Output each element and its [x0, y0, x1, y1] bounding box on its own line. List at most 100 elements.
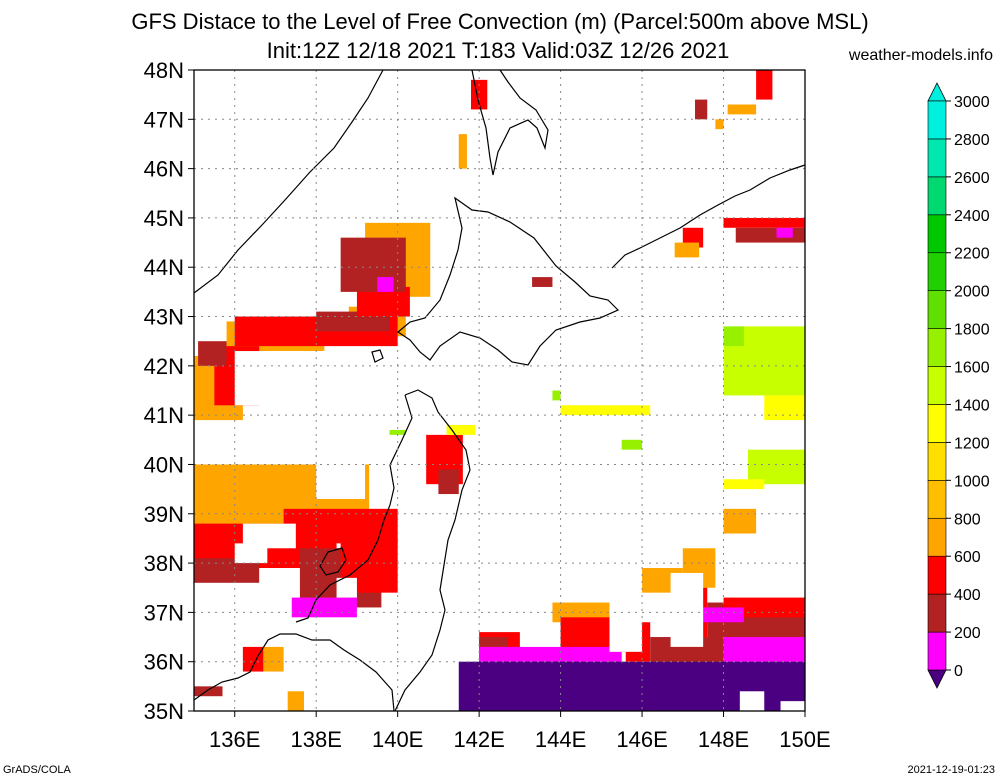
field-patch-orange	[674, 242, 700, 258]
colorbar-label: 2800	[954, 132, 990, 149]
map-frame	[193, 69, 806, 712]
colorbar-label: 1800	[954, 322, 990, 339]
field-patch-magenta	[377, 277, 394, 292]
coast-sakhalin	[471, 69, 549, 176]
field-patch-brown	[198, 341, 227, 366]
colorbar-label: 400	[954, 587, 981, 604]
field-gap	[670, 572, 704, 647]
colorbar-label: 1400	[954, 397, 990, 414]
field-patch-red	[242, 646, 264, 672]
field-patch-yellow	[446, 425, 476, 435]
field-gap	[336, 577, 357, 598]
lat-tick-label: 43N	[144, 305, 184, 330]
lon-tick-label: 136E	[209, 727, 260, 752]
colorbar-swatch	[927, 328, 947, 367]
lon-tick-label: 146E	[616, 727, 667, 752]
field-patch-magenta	[291, 597, 357, 618]
coast-honshu	[193, 389, 471, 712]
field-patch-orange	[723, 508, 757, 534]
field-patch-brown	[438, 469, 459, 495]
lat-tick-label: 45N	[144, 206, 184, 231]
colorbar-label: 2200	[954, 246, 990, 263]
coast-small-island	[371, 349, 384, 363]
field-patch-green	[723, 326, 744, 347]
colorbar-swatch	[927, 366, 947, 405]
coast-kurils	[611, 164, 806, 269]
lat-tick-label: 37N	[144, 600, 184, 625]
colorbar-label: 1200	[954, 435, 990, 452]
site-label: weather-models.info	[848, 47, 993, 64]
colorbar-swatch	[927, 517, 947, 557]
field-patch-green	[621, 439, 643, 450]
lat-tick-label: 46N	[144, 157, 184, 182]
lat-tick-label: 42N	[144, 354, 184, 379]
colorbar-swatch	[927, 214, 947, 254]
lon-tick-label: 138E	[291, 727, 342, 752]
latitude-axis: 35N 36N 37N 38N 39N 40N 41N 42N 43N 44N 45N 46N 47N 4…	[144, 58, 194, 724]
graticule	[194, 70, 805, 711]
field-patch-orange	[458, 134, 467, 169]
lfc-field-layer	[194, 70, 805, 711]
field-gap	[234, 543, 268, 564]
coast-sado	[319, 547, 347, 576]
coastlines	[193, 69, 806, 712]
colorbar-label: 0	[954, 663, 963, 680]
field-gap	[739, 691, 765, 711]
footer-right: 2021-12-19-01:23	[908, 764, 995, 776]
field-patch-orange	[287, 691, 304, 711]
lat-tick-label: 36N	[144, 650, 184, 675]
field-patch-red	[723, 597, 805, 618]
lat-tick-label: 48N	[144, 58, 184, 83]
field-patch-yellow	[764, 395, 805, 421]
field-patch-lime	[747, 449, 805, 485]
field-patch-yellow	[723, 479, 765, 490]
colorbar: 0 200 400 600 800 1000 1200 1400 1600 1800 2000 220…	[927, 82, 990, 689]
colorbar-label: 800	[954, 511, 981, 528]
colorbar-label: 2600	[954, 170, 990, 187]
footer-left: GrADS/COLA	[3, 764, 72, 776]
lon-tick-label: 140E	[372, 727, 423, 752]
lon-tick-label: 150E	[779, 727, 830, 752]
field-patch-brown	[194, 686, 223, 697]
field-patch-green	[389, 429, 406, 435]
field-patch-yellow	[560, 405, 651, 416]
lat-tick-label: 39N	[144, 502, 184, 527]
colorbar-label: 600	[954, 549, 981, 566]
lon-tick-label: 142E	[453, 727, 504, 752]
colorbar-swatch	[927, 404, 947, 443]
coast-hokkaido	[396, 196, 620, 366]
colorbar-swatch	[927, 252, 947, 291]
colorbar-swatch	[927, 442, 947, 481]
colorbar-swatch	[927, 555, 947, 595]
field-patch-magenta	[776, 227, 793, 238]
colorbar-high-tip	[927, 82, 947, 102]
field-gap	[609, 597, 643, 652]
field-patch-red	[356, 286, 410, 317]
colorbar-swatch	[927, 290, 947, 329]
field-patch-green	[552, 390, 561, 401]
lat-tick-label: 44N	[144, 255, 184, 280]
colorbar-swatch	[927, 100, 947, 140]
colorbar-label: 2400	[954, 208, 990, 225]
lat-tick-label: 41N	[144, 403, 184, 428]
field-patch-brown	[735, 227, 805, 243]
colorbar-swatch	[927, 631, 947, 671]
colorbar-swatch	[927, 138, 947, 178]
title-line-2: Init:12Z 12/18 2021 T:183 Valid:03Z 12/2…	[267, 38, 730, 63]
field-gap	[316, 464, 366, 499]
lat-tick-label: 38N	[144, 551, 184, 576]
title-line-1: GFS Distace to the Level of Free Convect…	[131, 9, 868, 34]
coast-mainland-asia	[193, 69, 384, 294]
colorbar-swatch	[927, 176, 947, 216]
field-patch-red	[723, 217, 805, 228]
field-patch-brown	[695, 99, 708, 120]
lat-tick-label: 40N	[144, 452, 184, 477]
colorbar-swatch	[927, 593, 947, 633]
field-patch-orange	[715, 119, 724, 130]
field-patch-orange	[727, 104, 757, 115]
map-panel: 136E 138E 140E 142E 144E 146E 148E 150E 35N36N3…	[144, 58, 831, 752]
lon-tick-label: 148E	[698, 727, 749, 752]
colorbar-label: 3000	[954, 94, 990, 111]
lon-tick-label: 144E	[535, 727, 586, 752]
field-patch-brown	[340, 237, 406, 292]
